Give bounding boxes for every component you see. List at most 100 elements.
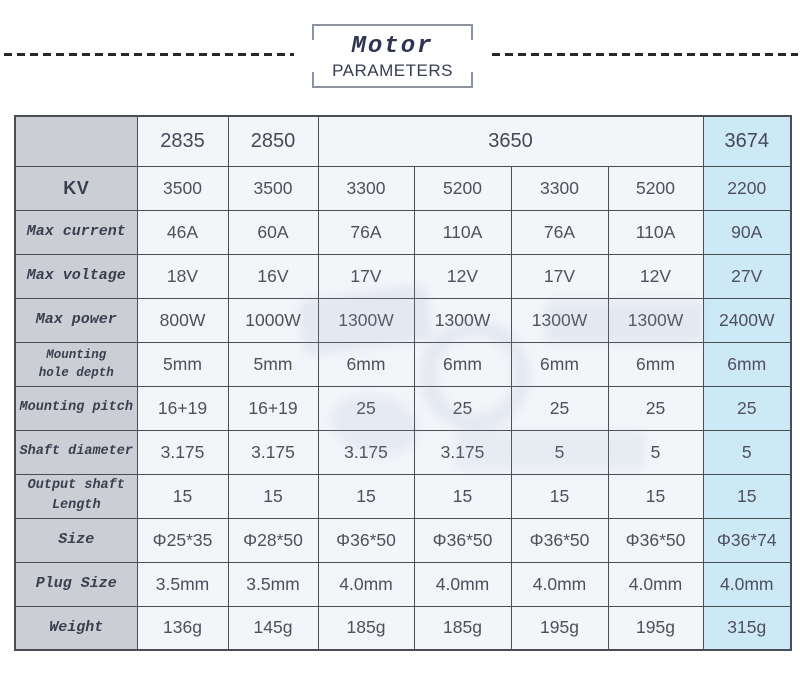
table-cell: 16V <box>227 253 319 299</box>
model-header: 2850 <box>227 115 319 167</box>
table-cell: 195g <box>607 605 704 651</box>
table-cell: 1000W <box>227 297 319 343</box>
table-cell: 185g <box>413 605 512 651</box>
table-cell: 195g <box>510 605 609 651</box>
table-row-kv: KV 3500 3500 3300 5200 3300 5200 2200 <box>14 165 792 211</box>
table-cell: 15 <box>510 473 609 519</box>
table-cell: 5200 <box>413 165 512 211</box>
table-cell: 1300W <box>413 297 512 343</box>
table-cell: 76A <box>317 209 415 255</box>
table-cell: 16+19 <box>136 385 229 431</box>
table-cell: 15 <box>413 473 512 519</box>
table-cell-highlight: 2400W <box>702 297 792 343</box>
table-cell: 12V <box>413 253 512 299</box>
table-cell: 15 <box>607 473 704 519</box>
table-cell: 1300W <box>317 297 415 343</box>
table-row-mounting-pitch: Mounting pitch 16+19 16+19 25 25 25 25 2… <box>14 385 792 431</box>
table-row-weight: Weight 136g 145g 185g 185g 195g 195g 315… <box>14 605 792 651</box>
table-cell: 3500 <box>227 165 319 211</box>
table-cell: Φ25*35 <box>136 517 229 563</box>
table-cell: 1300W <box>510 297 609 343</box>
table-cell: 60A <box>227 209 319 255</box>
table-cell: 3500 <box>136 165 229 211</box>
table-cell: 3300 <box>317 165 415 211</box>
table-cell: 6mm <box>317 341 415 387</box>
table-row-max-power: Max power 800W 1000W 1300W 1300W 1300W 1… <box>14 297 792 343</box>
table-cell: 12V <box>607 253 704 299</box>
table-cell-highlight: Φ36*74 <box>702 517 792 563</box>
table-cell: 16+19 <box>227 385 319 431</box>
table-cell: 4.0mm <box>317 561 415 607</box>
table-cell-highlight: 5 <box>702 429 792 475</box>
table-cell: 6mm <box>510 341 609 387</box>
table-row-models: 2835 2850 3650 3674 <box>14 115 792 167</box>
table-cell: 145g <box>227 605 319 651</box>
table-cell: 25 <box>317 385 415 431</box>
table-cell: Φ36*50 <box>317 517 415 563</box>
table-row-output-shaft-length: Output shaft Length 15 15 15 15 15 15 15 <box>14 473 792 519</box>
table-cell: 3.5mm <box>227 561 319 607</box>
table-cell: 25 <box>510 385 609 431</box>
table-cell: 6mm <box>413 341 512 387</box>
table-row-plug-size: Plug Size 3.5mm 3.5mm 4.0mm 4.0mm 4.0mm … <box>14 561 792 607</box>
row-label: Max current <box>14 209 138 255</box>
table-cell: 4.0mm <box>413 561 512 607</box>
table-cell: 5mm <box>227 341 319 387</box>
table-cell: 15 <box>227 473 319 519</box>
table-cell: 25 <box>607 385 704 431</box>
table-cell: Φ36*50 <box>413 517 512 563</box>
table-cell: 3.175 <box>317 429 415 475</box>
model-header: 3650 <box>317 115 704 167</box>
title-box-border-gap-right <box>471 40 473 72</box>
table-cell: 5mm <box>136 341 229 387</box>
table-row-max-voltage: Max voltage 18V 16V 17V 12V 17V 12V 27V <box>14 253 792 299</box>
row-label: Mounting pitch <box>14 385 138 431</box>
table-cell: 4.0mm <box>510 561 609 607</box>
corner-cell <box>14 115 138 167</box>
table-cell: Φ36*50 <box>510 517 609 563</box>
table-cell: 800W <box>136 297 229 343</box>
table-cell-highlight: 2200 <box>702 165 792 211</box>
table-cell: 4.0mm <box>607 561 704 607</box>
table-row-shaft-diameter: Shaft diameter 3.175 3.175 3.175 3.175 5… <box>14 429 792 475</box>
table-cell: 3.175 <box>413 429 512 475</box>
page-subtitle: PARAMETERS <box>332 61 453 80</box>
table-cell: 3300 <box>510 165 609 211</box>
row-label: Size <box>14 517 138 563</box>
table-cell-highlight: 4.0mm <box>702 561 792 607</box>
table-cell: 25 <box>413 385 512 431</box>
table-cell: 18V <box>136 253 229 299</box>
table-cell-highlight: 315g <box>702 605 792 651</box>
table-row-size: Size Φ25*35 Φ28*50 Φ36*50 Φ36*50 Φ36*50 … <box>14 517 792 563</box>
table-cell: 5 <box>510 429 609 475</box>
page-title: Motor <box>351 33 434 60</box>
table-cell: 46A <box>136 209 229 255</box>
table-cell: 1300W <box>607 297 704 343</box>
table-cell: 6mm <box>607 341 704 387</box>
header-dashed-line-left <box>4 53 294 56</box>
row-label: Plug Size <box>14 561 138 607</box>
header-dashed-line-right <box>492 53 798 56</box>
table-cell: 15 <box>136 473 229 519</box>
table-cell-highlight: 27V <box>702 253 792 299</box>
table-cell: 15 <box>317 473 415 519</box>
row-label: Max voltage <box>14 253 138 299</box>
table-cell-highlight: 25 <box>702 385 792 431</box>
table-cell: 3.5mm <box>136 561 229 607</box>
title-box-border-gap-left <box>312 40 314 72</box>
table-cell: 136g <box>136 605 229 651</box>
table-cell: 3.175 <box>227 429 319 475</box>
row-label: Mounting hole depth <box>14 341 138 387</box>
table-cell-highlight: 90A <box>702 209 792 255</box>
table-cell: 110A <box>413 209 512 255</box>
table-cell: Φ28*50 <box>227 517 319 563</box>
table-row-max-current: Max current 46A 60A 76A 110A 76A 110A 90… <box>14 209 792 255</box>
title-box: Motor PARAMETERS <box>312 24 473 88</box>
table-cell: 5200 <box>607 165 704 211</box>
row-label: Shaft diameter <box>14 429 138 475</box>
table-row-mounting-hole-depth: Mounting hole depth 5mm 5mm 6mm 6mm 6mm … <box>14 341 792 387</box>
table-cell: 3.175 <box>136 429 229 475</box>
row-label: Output shaft Length <box>14 473 138 519</box>
table-cell: 17V <box>317 253 415 299</box>
